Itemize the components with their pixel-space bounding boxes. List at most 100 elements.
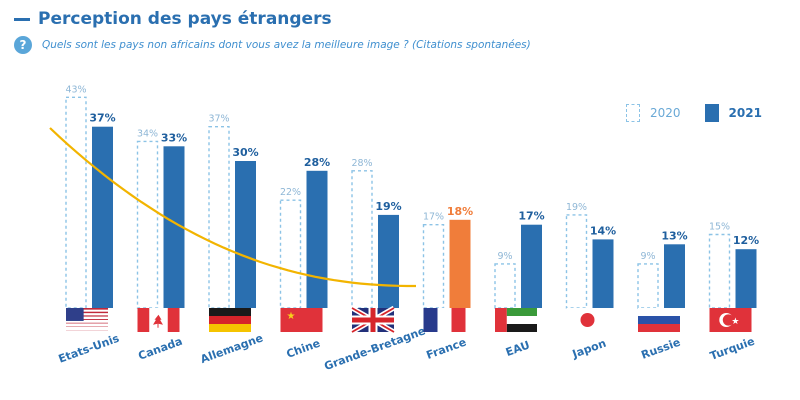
bar-2021	[521, 224, 542, 308]
trend-line	[49, 127, 416, 288]
legend-item-2020: 2020	[626, 104, 681, 122]
data-label-2020: 19%	[566, 202, 587, 213]
category-label: Russie	[639, 336, 682, 362]
bar-2021	[92, 126, 113, 308]
bar-2021	[735, 249, 757, 308]
data-label-2020: 22%	[280, 187, 301, 198]
flag-stripe	[66, 318, 108, 320]
flag-stripe	[66, 328, 108, 331]
japan-flag-icon	[566, 308, 609, 332]
flag-stripe	[66, 309, 108, 312]
bar-2021	[664, 244, 685, 308]
legend-label-2021: 2021	[728, 106, 762, 120]
bar-2020	[565, 214, 588, 309]
data-label-2020: 9%	[640, 251, 655, 262]
bar-2021	[378, 214, 399, 308]
us-flag-icon	[66, 308, 108, 331]
bar-2020	[708, 233, 731, 309]
flag-canton	[66, 308, 84, 321]
data-label-2020: 37%	[208, 114, 229, 125]
data-label-2020: 9%	[497, 251, 512, 262]
bar-2020	[351, 170, 373, 309]
uk-flag-icon	[350, 305, 396, 335]
category-label: Allemagne	[199, 331, 265, 366]
subtitle-row: ? Quels sont les pays non africains dont…	[14, 35, 531, 55]
data-label-2020: 17%	[423, 212, 444, 223]
data-label-2021: 12%	[733, 234, 759, 247]
flag-stripe	[638, 308, 680, 316]
bar-2021	[235, 161, 256, 308]
flag-stripe	[437, 308, 452, 332]
flag-band	[137, 308, 150, 332]
category-label: Chine	[285, 337, 322, 361]
flag-stripe	[638, 316, 680, 324]
flag-crescent	[722, 314, 734, 326]
uae-flag-icon	[495, 308, 537, 332]
flag-cross	[352, 317, 394, 323]
legend-swatch-2021	[704, 104, 719, 122]
data-label-2021: 30%	[232, 146, 258, 159]
flag-stripe	[66, 320, 108, 323]
flag-band	[495, 308, 507, 332]
flag-stripe	[506, 316, 537, 324]
bar-2020	[637, 263, 659, 309]
bar-2021	[163, 146, 185, 308]
bar-2020	[208, 125, 230, 309]
category-label: Canada	[136, 335, 184, 363]
turkey-flag-icon: ★	[709, 308, 752, 332]
star-icon: ★	[731, 317, 739, 327]
title-dash	[14, 17, 30, 21]
star-icon: ★	[287, 311, 296, 322]
flag-sun	[580, 313, 595, 327]
bar-2021	[592, 239, 614, 308]
flag-stripe	[638, 324, 680, 332]
flag-stripe	[451, 308, 466, 332]
data-label-2021: 17%	[518, 210, 544, 223]
flag-field	[280, 308, 323, 332]
data-label-2021: 28%	[304, 156, 330, 169]
data-label-2020: 28%	[351, 158, 372, 169]
data-label-2021: 19%	[375, 200, 401, 213]
legend: 2020 2021	[626, 104, 786, 122]
flag-stripe	[209, 308, 251, 316]
legend-item-2021: 2021	[704, 104, 762, 122]
china-flag-icon: ★	[280, 308, 323, 332]
category-label: France	[425, 336, 468, 362]
france-flag-icon	[423, 308, 466, 332]
bar-2021	[306, 170, 328, 308]
flag-stripe	[209, 324, 251, 332]
category-label: Etats-Unis	[57, 332, 122, 366]
bar-2020	[136, 140, 159, 309]
russia-flag-icon	[638, 308, 680, 332]
flag-stripe	[506, 324, 537, 332]
data-label-2021: 14%	[590, 224, 616, 237]
data-label-2020: 15%	[709, 222, 730, 233]
title-row: Perception des pays étrangers	[14, 6, 332, 32]
flag-stripe	[506, 308, 537, 316]
flag-band	[167, 308, 180, 332]
flag-stripe	[209, 316, 251, 324]
legend-swatch-2020	[626, 104, 640, 122]
flag-stripe	[66, 314, 108, 317]
flag-stripe	[66, 313, 108, 316]
question-circle-icon: ?	[14, 36, 32, 54]
flag-stripe	[66, 311, 108, 314]
bar-2020	[422, 223, 445, 309]
data-label-2020: 34%	[137, 128, 158, 139]
data-label-2020: 43%	[65, 84, 86, 95]
flag-stripe	[423, 308, 438, 332]
flag-stripe	[66, 324, 108, 327]
data-label-2021: 13%	[661, 229, 687, 242]
data-label-2021: 33%	[161, 131, 187, 144]
category-label: Japon	[570, 337, 608, 361]
flag-stripe	[66, 317, 108, 320]
germany-flag-icon	[209, 308, 251, 332]
category-label: Turquie	[708, 335, 756, 363]
bar-2021	[449, 219, 471, 308]
category-label: EAU	[504, 338, 532, 359]
bar-2020	[279, 199, 302, 309]
chart-title: Perception des pays étrangers	[38, 9, 332, 29]
bar-2020	[65, 96, 87, 309]
legend-label-2020: 2020	[650, 106, 681, 120]
canada-flag-icon	[137, 308, 180, 332]
